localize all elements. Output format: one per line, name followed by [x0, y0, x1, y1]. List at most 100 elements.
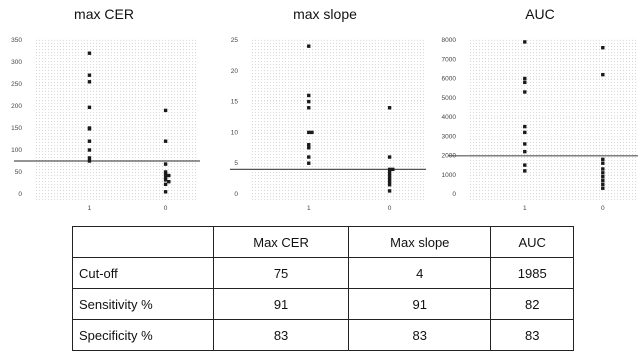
- x-tick-label: 1: [88, 205, 92, 212]
- y-tick-label: 200: [11, 103, 22, 110]
- y-tick-label: 4000: [442, 114, 457, 121]
- x-tick-label: 1: [307, 205, 311, 212]
- y-tick-label: 50: [15, 169, 23, 176]
- data-point: [163, 172, 168, 176]
- table-row: Cut-off 75 4 1985: [72, 257, 574, 289]
- data-point: [523, 40, 527, 44]
- data-point: [163, 182, 168, 187]
- table-row-label: Sensitivity %: [72, 288, 214, 320]
- table-cell: 4: [348, 257, 492, 289]
- y-tick-label: 20: [231, 68, 239, 75]
- data-point: [523, 169, 527, 173]
- y-tick-label: 0: [452, 191, 456, 198]
- data-point: [523, 80, 527, 85]
- table-cell: 91: [212, 288, 350, 320]
- scatter-plot: 0 50 100 150 200 250 300 350 1 0: [6, 34, 202, 214]
- y-tick-label: 1000: [442, 172, 457, 179]
- plot-area: [252, 40, 424, 202]
- table-cell: 1985: [490, 257, 574, 289]
- data-point: [307, 106, 311, 110]
- chart-panel-max-cer: max CER 0 50 100 150 200 250 300 350 1 0: [6, 0, 202, 226]
- data-point: [87, 80, 92, 84]
- x-tick-label: 0: [164, 205, 168, 212]
- data-point: [307, 93, 311, 98]
- data-point: [387, 173, 392, 178]
- data-point: [387, 179, 392, 184]
- scatter-plot-svg: 0 50 100 150 200 250 300 350 1 0: [11, 37, 200, 212]
- data-point: [87, 159, 92, 163]
- results-table: Max CER Max slope AUC Cut-off 75 4 1985 …: [72, 226, 574, 351]
- data-point: [391, 167, 395, 172]
- data-point: [307, 44, 311, 48]
- y-tick-label: 100: [11, 147, 22, 154]
- y-tick-label: 8000: [442, 37, 457, 44]
- data-point: [601, 171, 605, 175]
- data-point: [387, 176, 392, 181]
- data-point: [523, 149, 527, 154]
- data-point: [87, 139, 92, 143]
- y-tick-label: 3000: [442, 133, 457, 140]
- data-point: [163, 162, 168, 166]
- data-point: [387, 183, 392, 187]
- table-row-label: Cut-off: [72, 257, 214, 289]
- data-point: [87, 148, 92, 152]
- table-row: Specificity % 83 83 83: [72, 319, 574, 351]
- x-tick-label: 0: [388, 205, 392, 212]
- table-header-cell: Max CER: [212, 226, 350, 258]
- data-point: [601, 174, 605, 179]
- table-header-cell: AUC: [490, 226, 574, 258]
- chart-title: max slope: [293, 6, 357, 22]
- data-point: [163, 170, 168, 174]
- y-tick-label: 6000: [442, 76, 457, 83]
- y-tick-label: 0: [18, 191, 22, 198]
- table-cell: 91: [348, 288, 492, 320]
- data-point: [601, 186, 605, 190]
- data-point: [163, 178, 168, 182]
- data-point: [523, 163, 527, 167]
- chart-panel-auc: AUC 0 1000 2000 3000 4000 5000 6000 7000 8000 1 0: [440, 0, 640, 226]
- table-cell: 83: [212, 319, 350, 351]
- y-tick-label: 10: [231, 129, 239, 136]
- data-point: [387, 106, 392, 110]
- chart-title: AUC: [525, 6, 555, 22]
- data-point: [523, 142, 527, 146]
- data-point: [167, 179, 171, 184]
- chart-panel-max-slope: max slope 0 5 10 15 20 25 1 0: [222, 0, 428, 226]
- data-point: [601, 182, 605, 187]
- data-point: [87, 127, 92, 131]
- table-row-label: Specificity %: [72, 319, 214, 351]
- data-point: [523, 76, 527, 81]
- data-point: [601, 157, 605, 162]
- data-point: [163, 190, 168, 194]
- data-point: [163, 139, 168, 143]
- y-tick-label: 15: [231, 99, 239, 106]
- table-cell: 82: [490, 288, 574, 320]
- data-point: [307, 161, 311, 165]
- data-point: [163, 175, 168, 179]
- data-point: [87, 156, 92, 160]
- data-point: [387, 170, 392, 175]
- y-tick-label: 300: [11, 59, 22, 66]
- data-point: [307, 146, 311, 150]
- data-point: [307, 130, 311, 135]
- table-cell: 83: [348, 319, 492, 351]
- data-point: [307, 99, 311, 104]
- y-tick-label: 0: [234, 191, 238, 198]
- table-row: Sensitivity % 91 91 82: [72, 288, 574, 320]
- data-point: [387, 189, 392, 193]
- table-header-cell: [72, 226, 214, 258]
- data-point: [87, 105, 92, 110]
- table-header-cell: Max slope: [348, 226, 492, 258]
- y-tick-label: 150: [11, 125, 22, 132]
- data-point: [523, 130, 527, 135]
- data-point: [523, 124, 527, 129]
- data-point: [601, 72, 605, 77]
- data-point: [601, 178, 605, 183]
- data-point: [387, 167, 392, 172]
- y-tick-label: 7000: [442, 56, 457, 63]
- data-point: [167, 173, 171, 178]
- data-point: [307, 143, 311, 147]
- chart-title: max CER: [74, 6, 134, 22]
